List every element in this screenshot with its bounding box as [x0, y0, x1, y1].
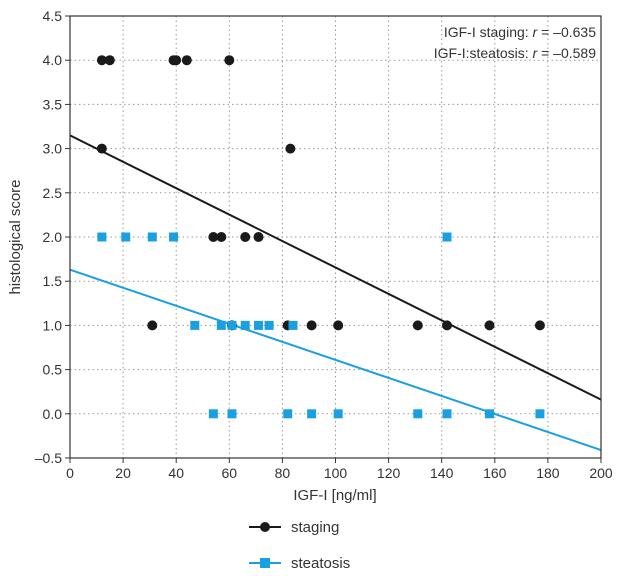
x-tick-label: 60 — [222, 465, 238, 481]
annotation-staging-label: IGF-I staging: — [444, 24, 533, 40]
legend-item-steatosis: steatosis — [249, 555, 350, 572]
y-tick-label: 4.0 — [43, 52, 63, 68]
point-staging — [96, 143, 107, 154]
point-steatosis — [190, 320, 200, 330]
point-steatosis — [413, 409, 423, 419]
point-staging — [224, 55, 235, 66]
x-tick-label: 100 — [324, 465, 348, 481]
annotation-staging-r: r — [533, 24, 539, 40]
y-tick-label: 1.0 — [43, 317, 63, 333]
point-steatosis — [535, 409, 545, 419]
x-tick-label: 20 — [115, 465, 131, 481]
x-tick-label: 180 — [536, 465, 560, 481]
annotation-steatosis-r: r — [533, 45, 539, 61]
point-staging — [285, 143, 296, 154]
point-steatosis — [283, 409, 293, 419]
point-staging — [306, 320, 317, 331]
legend-staging-label: staging — [291, 519, 339, 536]
point-staging — [484, 320, 495, 331]
legend-item-staging: staging — [249, 519, 339, 536]
point-steatosis — [227, 409, 237, 419]
point-steatosis — [307, 409, 317, 419]
point-staging — [534, 320, 545, 331]
point-staging — [442, 320, 453, 331]
point-staging — [181, 55, 192, 66]
point-steatosis — [288, 320, 298, 330]
x-tick-label: 80 — [275, 465, 291, 481]
point-staging — [171, 55, 182, 66]
point-staging — [208, 232, 219, 242]
point-steatosis — [216, 320, 226, 330]
point-steatosis — [333, 409, 343, 419]
point-staging — [253, 232, 264, 242]
y-tick-label: 4.5 — [43, 8, 63, 24]
point-steatosis — [442, 409, 452, 419]
legend: staging steatosis — [249, 519, 350, 572]
point-steatosis — [442, 232, 452, 242]
trend-line-staging — [69, 134, 602, 401]
axis-ticks: 0 20 40 60 80 100 120 140 160 180 200 –0.5 0.0 0.5 1.0… — [35, 8, 613, 481]
point-steatosis — [484, 409, 494, 419]
point-steatosis — [208, 409, 218, 419]
x-tick-label: 160 — [483, 465, 507, 481]
y-tick-label: 1.5 — [43, 273, 63, 289]
y-tick-label: 0.5 — [43, 362, 63, 378]
point-staging — [333, 320, 344, 331]
annotation-staging-value: = –0.635 — [537, 24, 596, 40]
y-axis-label: histological score — [7, 179, 24, 294]
x-axis-label: IGF-I [ng/ml] — [293, 487, 376, 504]
annotation-steatosis-label: IGF-I:steatosis: — [434, 45, 533, 61]
point-staging — [412, 320, 423, 331]
y-tick-label: 0.0 — [43, 406, 63, 422]
legend-steatosis-label: steatosis — [291, 555, 350, 572]
x-tick-label: 0 — [66, 465, 74, 481]
x-tick-label: 120 — [377, 465, 401, 481]
trend-lines — [69, 134, 602, 451]
point-steatosis — [264, 320, 274, 330]
point-staging — [96, 55, 107, 66]
point-steatosis — [121, 232, 131, 242]
legend-staging-marker — [260, 522, 270, 532]
x-tick-label: 200 — [589, 465, 613, 481]
y-tick-label: 2.0 — [43, 229, 63, 245]
x-tick-label: 40 — [168, 465, 184, 481]
point-steatosis — [254, 320, 264, 330]
point-steatosis — [169, 232, 179, 242]
annotation-steatosis-value: = –0.589 — [537, 45, 596, 61]
point-steatosis — [97, 232, 107, 242]
point-staging — [216, 232, 227, 242]
point-staging — [104, 55, 115, 66]
point-steatosis — [227, 320, 237, 330]
annotation-steatosis: IGF-I:steatosis: r = –0.589 — [434, 45, 596, 61]
point-steatosis — [240, 320, 250, 330]
point-staging — [147, 320, 158, 331]
annotation-staging: IGF-I staging: r = –0.635 — [444, 24, 596, 40]
y-tick-label: 2.5 — [43, 185, 63, 201]
data-points — [96, 55, 545, 419]
point-staging — [240, 232, 251, 242]
legend-steatosis-marker — [260, 558, 270, 568]
y-tick-label: 3.0 — [43, 141, 63, 157]
y-tick-label: 3.5 — [43, 96, 63, 112]
x-tick-label: 140 — [430, 465, 454, 481]
y-tick-label: –0.5 — [35, 450, 62, 466]
trend-line-steatosis — [69, 268, 602, 451]
point-steatosis — [147, 232, 157, 242]
